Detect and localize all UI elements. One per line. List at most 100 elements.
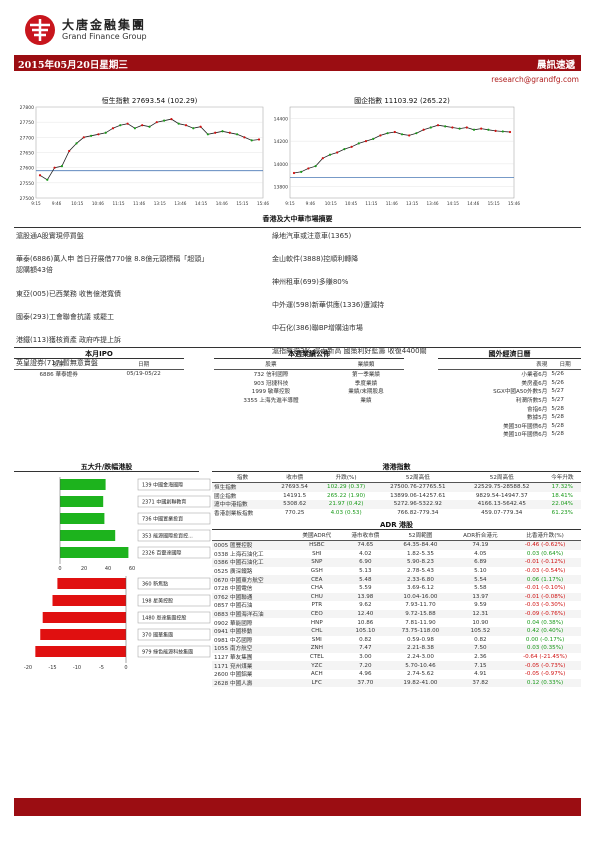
table-cell: 7.20 (359, 662, 372, 669)
table-cell: 0.82 (359, 636, 372, 643)
x-tick-label: 15:15 (488, 201, 500, 206)
x-tick-label: 14:15 (195, 201, 207, 206)
table-cell: 12.40 (357, 611, 374, 618)
news-item: 國泰(293)工會聯會抗議 或罷工 (16, 313, 115, 321)
table-cell: 5.10 (474, 568, 487, 575)
econ-date: 5/28 (551, 414, 564, 421)
table-cell: SNP (311, 559, 323, 566)
table-cell: 7.15 (474, 662, 487, 669)
y-tick-label: 27600 (20, 166, 34, 172)
table-row: 0338 上海石油化工 SHI 4.02 1.82-5.35 4.05 0.03 (0.6… (212, 550, 581, 559)
table-cell: 1.82-5.35 (406, 550, 434, 557)
table-cell: 0.12 (0.33%) (526, 679, 564, 686)
table-cell: 4.03 (0.53) (330, 510, 362, 517)
loser-label: 198 星美控股 (142, 598, 173, 605)
y-tick-label: 27800 (20, 105, 34, 111)
x-tick-label: 0 (58, 566, 61, 572)
price-point (243, 136, 246, 139)
adr-header: 比香港升跌(%) (509, 530, 581, 541)
table-cell: 2.36 (474, 654, 487, 661)
table-cell: 0883 中國海洋石油 (214, 612, 264, 619)
earnings-header-type: 業績類 (327, 359, 404, 370)
table-cell: 0.42 (0.40%) (526, 628, 564, 635)
adr-header: 美國ADR代 (292, 530, 342, 541)
table-row: 0902 華能國際 HNP 10.86 7.81-11.90 10.90 0.04 (0.… (212, 618, 581, 627)
x-tick-label: 10:46 (92, 201, 104, 206)
price-point (214, 131, 217, 134)
table-cell: 0386 中國石油化工 (214, 560, 264, 567)
table-cell: 香港創業板指數 (214, 511, 254, 518)
table-cell: 265.22 (1.90) (327, 492, 366, 499)
table-cell: 14191.5 (283, 492, 307, 499)
gainer-label-box (137, 478, 211, 491)
price-point (508, 130, 512, 134)
news-item: 綠地汽車或注意車(1365) (272, 232, 352, 240)
table-cell: 37.70 (357, 679, 374, 686)
table-cell: 13.98 (357, 593, 374, 600)
x-tick-label: 13:15 (154, 201, 166, 206)
table-cell: 105.10 (355, 628, 376, 635)
price-point (494, 129, 497, 132)
market-summary-title-text: 香港及大中華市場摘要 (256, 215, 339, 223)
table-row: 6886 華泰證券 05/19-05/22 (14, 370, 184, 379)
y-tick-label: 27500 (20, 196, 34, 202)
gainer-bar (60, 513, 105, 524)
table-cell: -0.46 (-0.62%) (524, 542, 566, 549)
table-row: 2600 中國鋁業 ACH 4.96 2.74-5.62 4.91 -0.05 (-0.9… (212, 670, 581, 679)
company-logo (22, 13, 58, 47)
x-tick-label: 60 (129, 566, 135, 572)
gainer-bar (60, 547, 129, 558)
y-tick-label: 13800 (274, 185, 288, 191)
table-row: 732 信利國際 第一季業績 (214, 370, 404, 379)
table-cell: 5308.62 (283, 501, 307, 508)
table-cell: 2628 中國人壽 (214, 680, 253, 687)
table-cell: 0670 中國東方航空 (214, 577, 264, 584)
table-row: 國企指數 14191.5 265.22 (1.90) 13899.06-14257.6… (212, 492, 581, 501)
x-tick-label: 20 (81, 566, 87, 572)
table-cell: 74.19 (472, 542, 489, 549)
hk-header: 52周高低 (459, 472, 544, 483)
hsi-intraday-chart: 恒生指數 27693.54 (102.29) 27500 27550 27600 276… (14, 95, 269, 212)
table-cell: 5.48 (359, 576, 372, 583)
ipo-header-stock: 股票 (14, 359, 104, 370)
econ-item: 數據5月 (526, 415, 548, 422)
price-point (501, 130, 504, 133)
y-tick-label: 14000 (274, 162, 288, 168)
price-point (328, 153, 332, 156)
table-cell: 766.82-779.34 (397, 510, 439, 517)
table-cell: 27500.76-27765.51 (390, 484, 446, 491)
ipo-title: 本月IPO (85, 350, 113, 358)
gainer-bar (60, 479, 106, 490)
table-cell: 7.47 (359, 645, 372, 652)
x-tick-label: 10:45 (345, 201, 357, 206)
price-point (82, 136, 85, 139)
table-cell: 5.13 (359, 568, 372, 575)
x-tick-label: 9:46 (52, 201, 62, 206)
gainer-label: 736 中國置業投資 (142, 516, 183, 523)
table-cell: 105.52 (470, 628, 491, 635)
table-row: 0941 中國移動 CHL 105.10 73.75-118.00 105.52 0.42… (212, 626, 581, 636)
summary-right-column: 綠地汽車或注意車(1365) 金山軟件(3888)控順利轉降 神州租車(699)… (272, 231, 572, 356)
table-cell: 9829.54-14947.37 (475, 492, 528, 499)
x-tick-label: 10:15 (325, 201, 337, 206)
loser-label-box (137, 594, 211, 607)
table-row: 0981 中芯國際 SMI 0.82 0.59-0.98 0.82 0.00 (-0.17… (212, 636, 581, 645)
table-cell: 4.91 (474, 671, 487, 678)
table-row: 0883 中國海洋石油 CEO 12.40 9.72-15.88 12.31 -0.09 … (212, 609, 581, 619)
table-cell: 滬中中港指數 (214, 502, 248, 509)
price-point (372, 137, 375, 140)
price-point (97, 133, 100, 136)
price-point (111, 127, 115, 130)
chart-title: 國企指數 11103.92 (265.22) (354, 96, 450, 105)
price-point (415, 132, 418, 135)
price-point (408, 134, 411, 137)
x-tick-label: 11:46 (386, 201, 398, 206)
news-item: 滬股通A股實現停買盤 (16, 232, 84, 240)
bottom-banner (14, 798, 581, 816)
table-cell: 13.97 (472, 593, 489, 600)
table-cell: HSBC (309, 542, 325, 549)
contact-email[interactable]: research@grandfg.com (491, 75, 579, 84)
econ-calendar-title: 國外經濟日曆 (488, 350, 531, 358)
econ-date: 5/26 (551, 379, 564, 386)
table-cell: 74.65 (357, 542, 374, 549)
